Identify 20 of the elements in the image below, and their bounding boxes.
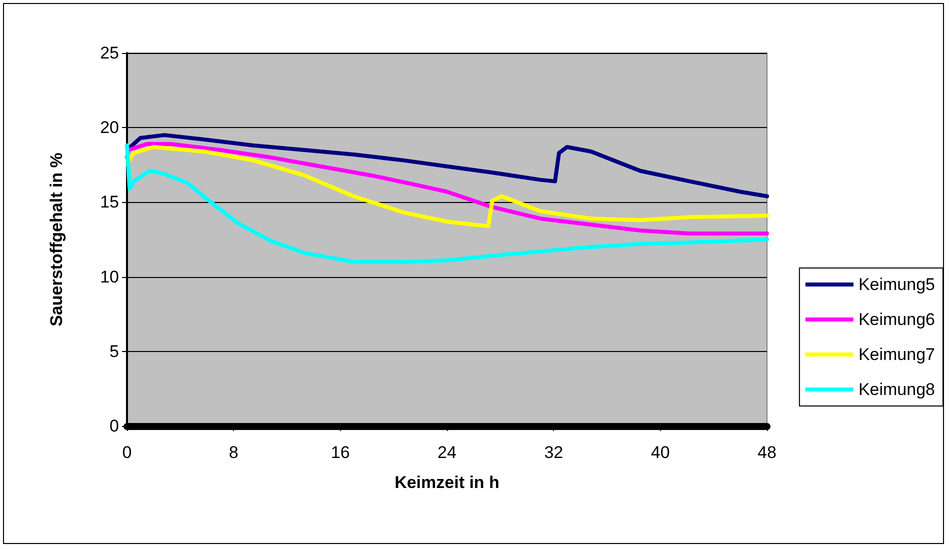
x-tick-label: 24 — [438, 443, 456, 462]
line-series — [125, 144, 769, 264]
y-tick-label: 0 — [110, 416, 119, 436]
y-axis-title: Sauerstoffgehalt in % — [47, 152, 66, 326]
legend-label: Keimung5 — [858, 275, 936, 294]
legend-label: Keimung7 — [858, 345, 936, 364]
y-tick-label: 15 — [100, 192, 119, 212]
x-tick-label: 0 — [122, 443, 132, 462]
y-tick-label: 5 — [110, 342, 119, 361]
y-tick-label: 20 — [100, 118, 119, 138]
x-tick-label: 32 — [544, 443, 564, 462]
y-tick-label: 10 — [100, 267, 119, 286]
x-tick-label: 40 — [650, 443, 670, 462]
legend-label: Keimung8 — [858, 380, 936, 399]
y-tick-label: 25 — [100, 44, 119, 62]
legend-label: Keimung6 — [858, 310, 936, 329]
x-tick-label: 48 — [758, 443, 776, 462]
x-axis-title: Keimzeit in h — [394, 473, 500, 492]
x-tick-label: 8 — [228, 443, 238, 462]
x-tick-label: 16 — [330, 443, 350, 462]
